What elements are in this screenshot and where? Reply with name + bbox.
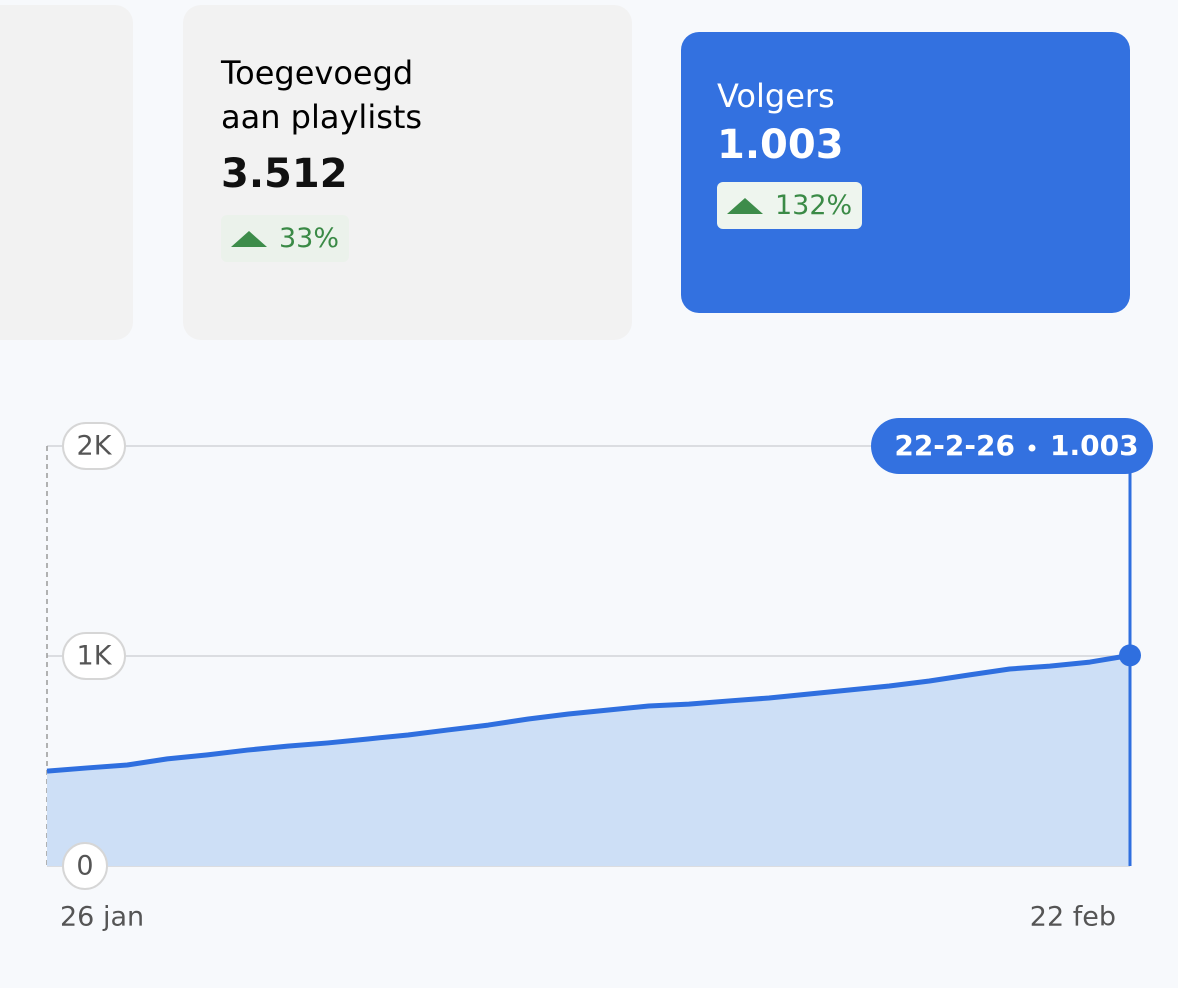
card-value: 1.003 <box>717 122 844 168</box>
change-badge: 132% <box>717 182 863 229</box>
up-arrow <box>727 197 763 214</box>
change-badge: 33% <box>221 215 350 262</box>
x-tick-label: 22 feb <box>1030 902 1116 933</box>
y-tick-label: 0 <box>76 851 93 882</box>
y-tick-label: 2K <box>77 431 113 462</box>
card[interactable]: Volgers 1.003 132% <box>681 32 1130 313</box>
area <box>47 655 1130 866</box>
y-tick-pill <box>62 632 126 680</box>
tooltip-value: 1.003 <box>1050 429 1139 462</box>
card[interactable] <box>0 5 133 340</box>
x-tick-label: 26 jan <box>60 902 144 933</box>
card-value: 3.512 <box>221 151 348 197</box>
up-arrow <box>231 230 267 247</box>
y-tick-label: 1K <box>77 641 113 672</box>
line <box>46 652 1131 774</box>
y-tick-pill <box>62 842 108 890</box>
change-value: 33% <box>279 223 340 254</box>
y-tick-pill <box>62 422 126 470</box>
change-value: 132% <box>775 190 853 221</box>
card-title: Toegevoegd aan playlists <box>221 54 423 136</box>
tooltip-date: 22-2-26 <box>894 429 1015 462</box>
point <box>1119 644 1141 667</box>
tooltip-separator <box>1028 444 1036 452</box>
tooltip <box>871 418 1153 474</box>
card-title: Volgers <box>717 77 835 115</box>
card[interactable]: Toegevoegd aan playlists 3.512 33% <box>183 5 632 340</box>
